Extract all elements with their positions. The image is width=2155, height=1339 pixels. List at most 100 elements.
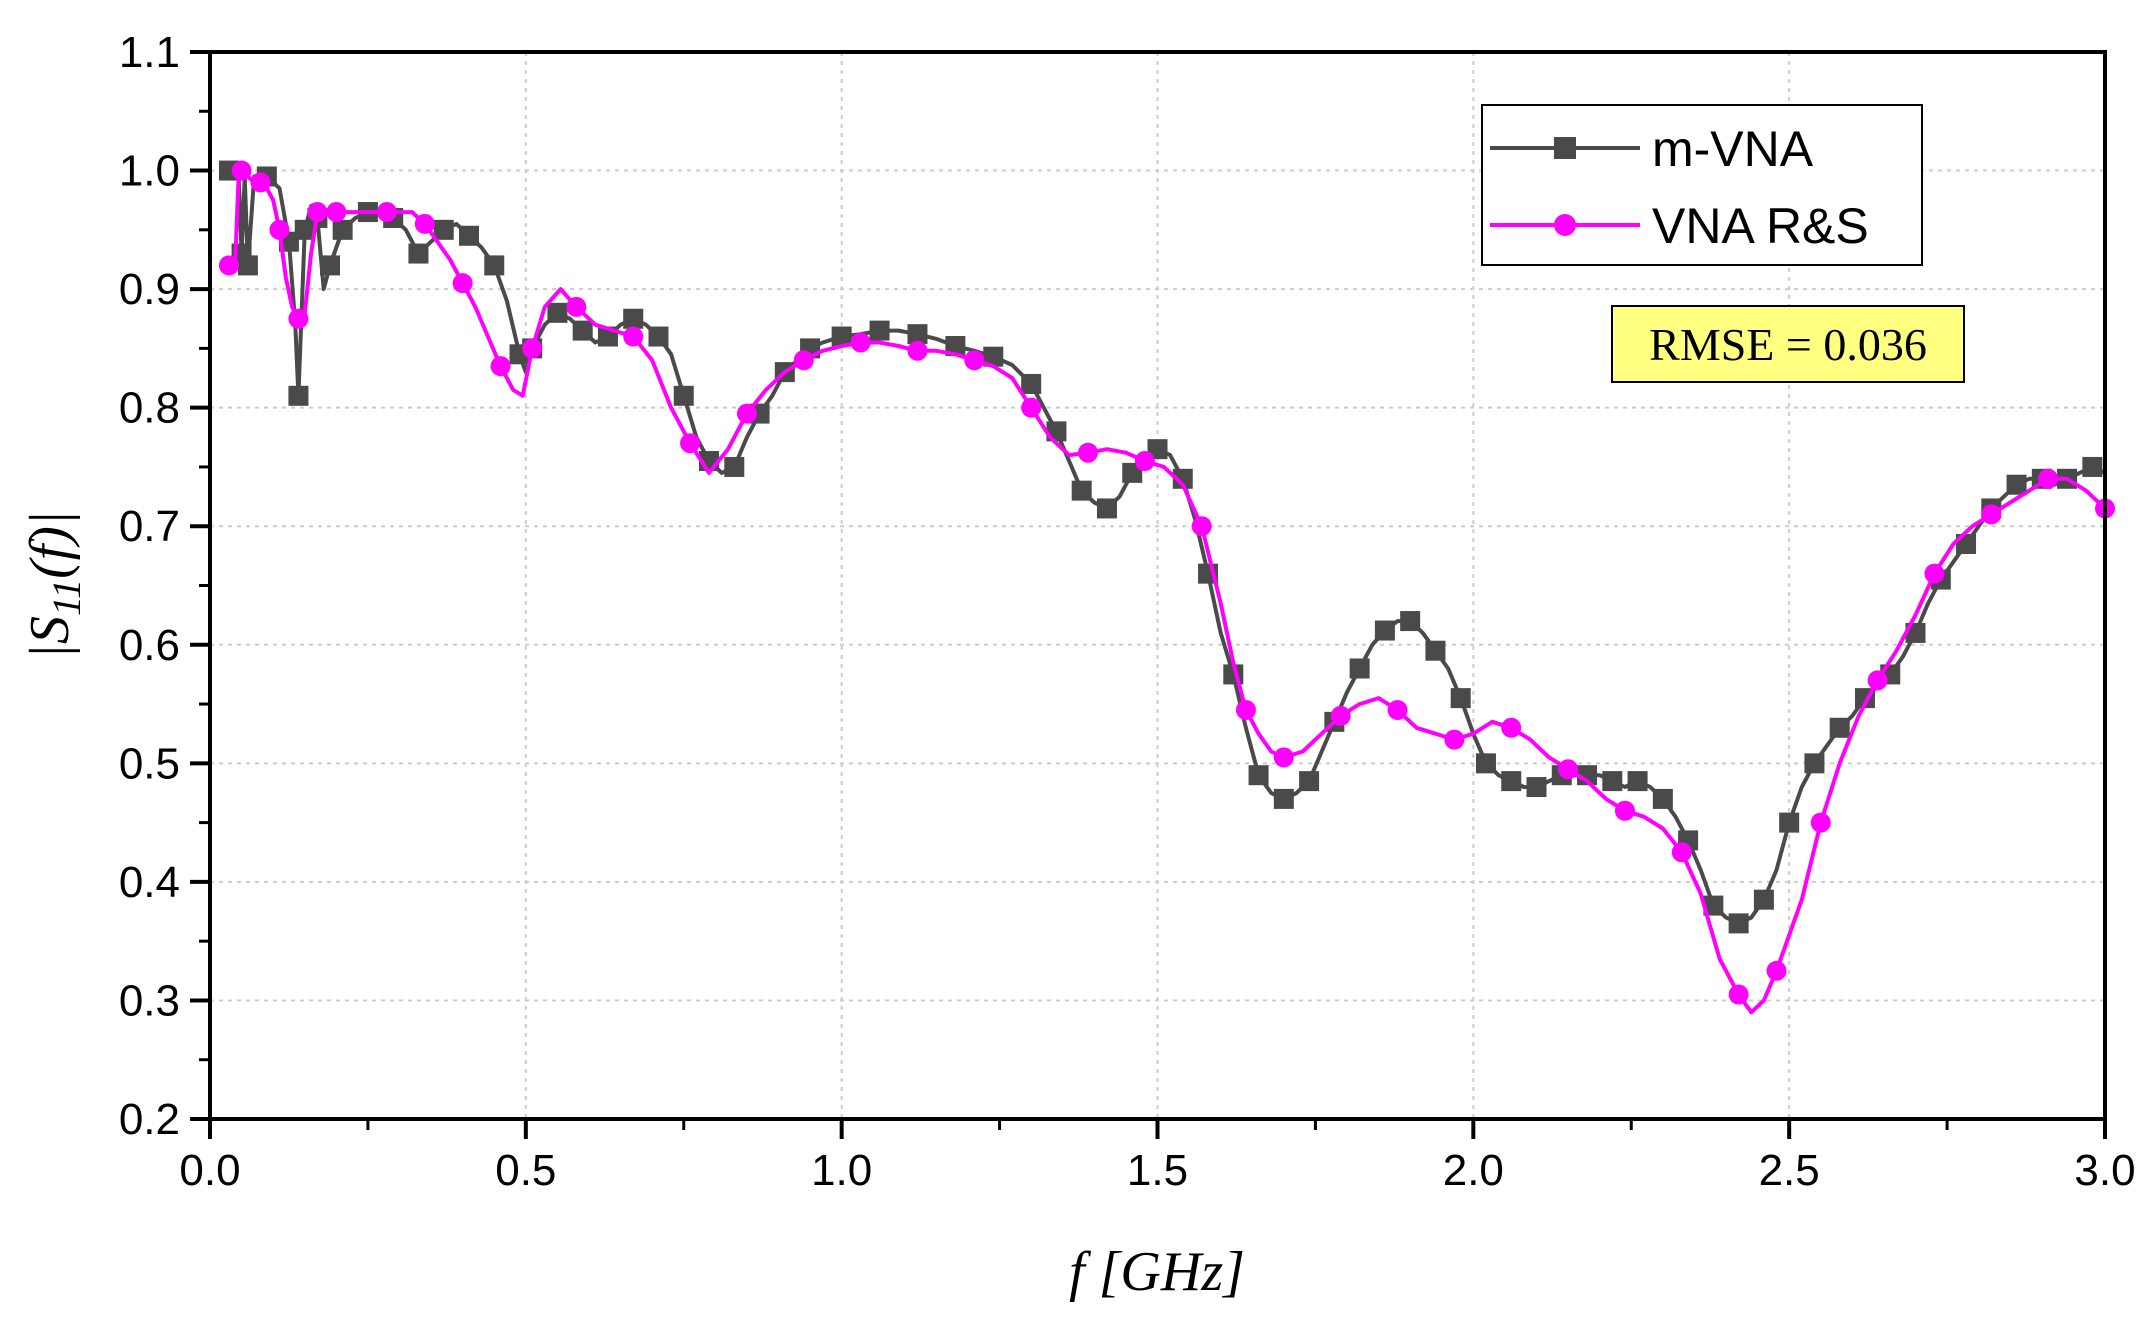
data-point (907, 340, 928, 361)
data-point (547, 302, 568, 323)
tick-labels: 0.0 0.5 1.0 1.5 2.0 2.5 3.0 0.2 0.3 0.4 0.5 0.6 0.7 0… (119, 28, 2136, 1195)
y-tick-label: 0.7 (119, 502, 180, 551)
data-point (1021, 373, 1042, 394)
data-point (1810, 812, 1831, 833)
data-point (1299, 771, 1320, 792)
data-point (1829, 717, 1850, 738)
x-axis-title: f [GHz] (1069, 1241, 1245, 1303)
data-point (736, 403, 757, 424)
series-m-vna (218, 160, 2106, 934)
data-point (1425, 640, 1446, 661)
y-axis-title: |S11(f)| (19, 511, 89, 660)
data-point (1349, 658, 1370, 679)
data-point (1627, 771, 1648, 792)
data-point (1235, 699, 1256, 720)
y-tick-label: 1.1 (119, 28, 180, 77)
data-point (572, 320, 593, 341)
data-point (1330, 705, 1351, 726)
data-point (250, 172, 271, 193)
data-point (1400, 611, 1421, 632)
axis-ticks (190, 50, 2107, 1139)
data-point (1374, 620, 1395, 641)
data-point (793, 350, 814, 371)
data-point (673, 385, 694, 406)
data-point (1273, 747, 1294, 768)
data-point (1147, 439, 1168, 460)
data-point (218, 255, 239, 276)
data-point (1804, 753, 1825, 774)
data-point (1753, 889, 1774, 910)
data-point (1475, 753, 1496, 774)
data-point (1924, 563, 1945, 584)
data-point (1501, 717, 1522, 738)
data-point (1078, 442, 1099, 463)
data-point (288, 385, 309, 406)
data-point (1602, 771, 1623, 792)
data-point (1728, 984, 1749, 1005)
rmse-annotation-box (1611, 305, 1965, 383)
legend-label-m-vna: m-VNA (1652, 121, 1814, 177)
series-layer (218, 160, 2115, 1015)
data-point (623, 308, 644, 329)
x-tick-label: 2.5 (1759, 1146, 1820, 1195)
data-point (1450, 688, 1471, 709)
y-tick-label: 0.5 (119, 739, 180, 788)
data-point (452, 273, 473, 294)
x-tick-label: 0.0 (179, 1146, 240, 1195)
data-point (724, 456, 745, 477)
data-point (307, 202, 328, 223)
y-tick-label: 0.8 (119, 384, 180, 433)
data-point (1652, 788, 1673, 809)
data-point (831, 326, 852, 347)
x-tick-label: 1.0 (811, 1146, 872, 1195)
data-point (237, 255, 258, 276)
data-point (326, 202, 347, 223)
data-point (408, 243, 429, 264)
x-tick-label: 1.5 (1127, 1146, 1188, 1195)
data-point (320, 255, 341, 276)
data-point (1122, 462, 1143, 483)
data-point (458, 225, 479, 246)
data-point (1671, 842, 1692, 863)
rmse-annotation-text: RMSE = 0.036 (1649, 319, 1927, 370)
data-point (945, 336, 966, 357)
legend-label-vna-rs: VNA R&S (1652, 198, 1869, 254)
data-point (623, 326, 644, 347)
data-point (566, 296, 587, 317)
data-point (1526, 777, 1547, 798)
legend-box (1481, 104, 1923, 266)
data-point (231, 160, 252, 181)
data-point (1981, 504, 2002, 525)
data-point (1728, 913, 1749, 934)
data-point (1867, 670, 1888, 691)
data-point (1779, 812, 1800, 833)
data-point (648, 326, 669, 347)
y-tick-label: 1.0 (119, 147, 180, 196)
x-tick-label: 2.0 (1443, 1146, 1504, 1195)
data-point (269, 219, 290, 240)
data-point (2038, 468, 2059, 489)
data-point (907, 324, 928, 345)
legend: m-VNA VNA R&S (1481, 104, 1923, 266)
data-point (850, 332, 871, 353)
data-point (490, 356, 511, 377)
series-vna-rs (218, 160, 2115, 1015)
y-axis-title-tail: (f)| (19, 511, 81, 579)
data-point (433, 219, 454, 240)
y-tick-label: 0.9 (119, 265, 180, 314)
series-line (227, 168, 2107, 1015)
y-axis-title-sub: 11 (44, 579, 89, 616)
y-axis-title-main: |S (19, 616, 81, 659)
y-tick-label: 0.4 (119, 858, 180, 907)
data-point (680, 433, 701, 454)
data-point (288, 308, 309, 329)
rmse-annotation: RMSE = 0.036 (1611, 305, 1965, 383)
y-tick-label: 0.3 (119, 976, 180, 1025)
data-point (983, 346, 1004, 367)
data-point (1703, 895, 1724, 916)
grid-lines (210, 52, 2105, 1119)
x-tick-label: 0.5 (495, 1146, 556, 1195)
data-point (1134, 451, 1155, 472)
data-point (2006, 474, 2027, 495)
